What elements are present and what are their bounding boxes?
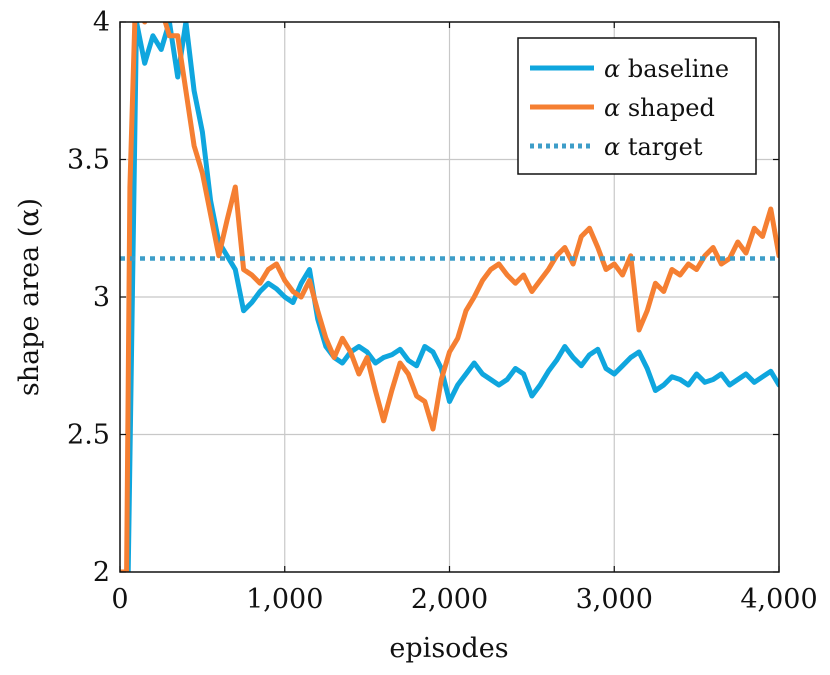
x-tick-label: 3,000 xyxy=(576,584,653,615)
series-line-shaped xyxy=(120,22,779,572)
legend-label-baseline: α baseline xyxy=(604,55,729,83)
series-group xyxy=(120,22,779,572)
y-tick-label: 3.5 xyxy=(67,145,110,176)
y-axis-label: shape area (α) xyxy=(14,198,45,396)
legend-label-target: α target xyxy=(604,133,703,161)
legend-label-shaped: α shaped xyxy=(604,94,715,122)
y-tick-label: 3 xyxy=(93,282,110,313)
x-axis-label: episodes xyxy=(389,633,508,664)
y-tick-label: 2.5 xyxy=(67,420,110,451)
y-tick-label: 4 xyxy=(93,7,110,38)
legend: α baseline α shaped α target xyxy=(517,37,757,175)
x-tick-label: 4,000 xyxy=(740,584,817,615)
y-tick-label: 2 xyxy=(93,557,110,588)
x-tick-label: 2,000 xyxy=(411,584,488,615)
x-tick-label: 0 xyxy=(111,584,128,615)
x-tick-label: 1,000 xyxy=(246,584,323,615)
ticks: 0 1,000 2,000 3,000 4,000 2 2.5 3 3.5 4 xyxy=(67,7,818,615)
